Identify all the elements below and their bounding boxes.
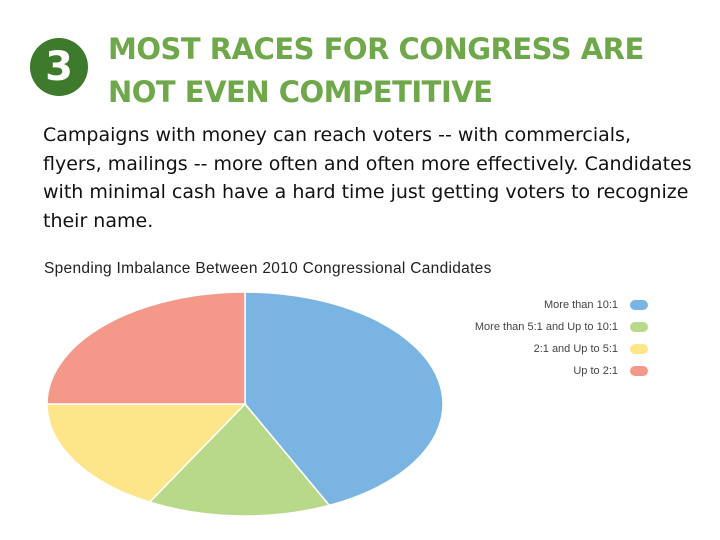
legend-swatch [630,300,648,310]
slide-number: 3 [45,44,73,90]
pie-slice [46,403,247,503]
slide-title: MOST RACES FOR CONGRESS ARE NOT EVEN COM… [108,32,644,109]
legend-label: More than 5:1 and Up to 10:1 [474,321,618,333]
legend-swatch [630,322,648,332]
legend-swatch [630,366,648,376]
legend-label: Up to 2:1 [573,365,618,377]
slide-number-badge: 3 [30,38,88,96]
legend-item: 2:1 and Up to 5:1 [534,341,648,357]
pie-slice [46,291,246,405]
legend-swatch [630,344,648,354]
legend-label: 2:1 and Up to 5:1 [533,343,618,355]
legend-item: More than 5:1 and Up to 10:1 [475,319,648,335]
slide-body-text: Campaigns with money can reach voters --… [43,124,692,232]
legend-label: More than 10:1 [544,299,618,311]
pie-slice [148,402,331,517]
legend-item: Up to 2:1 [573,363,648,379]
chart-legend: More than 10:1 More than 5:1 and Up to 10… [475,297,648,379]
pie-slice [244,291,444,507]
chart-title: Spending Imbalance Between 2010 Congress… [44,260,492,277]
legend-item: More than 10:1 [544,297,648,313]
